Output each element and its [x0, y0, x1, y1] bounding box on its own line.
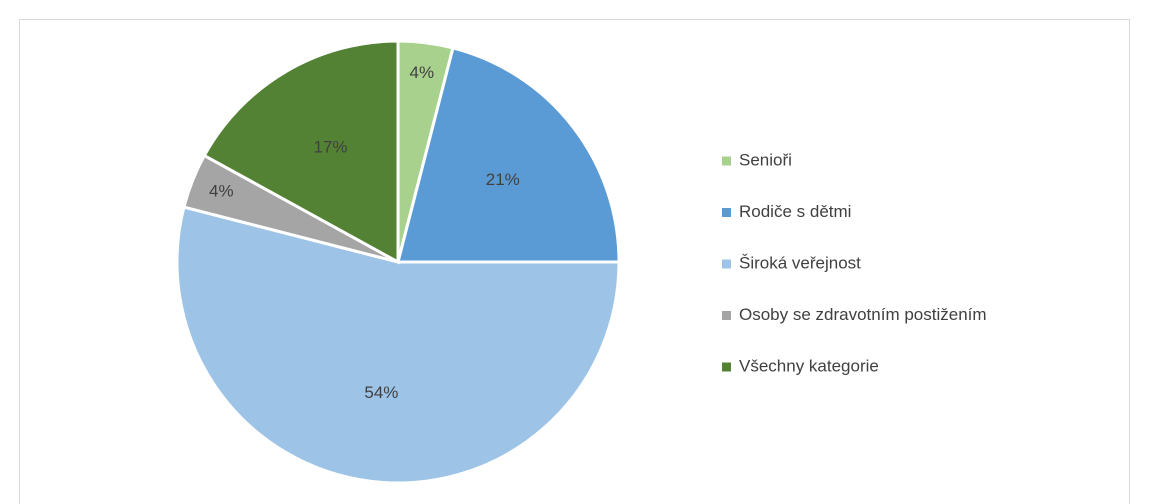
- legend-swatch: [722, 362, 731, 372]
- pie-slice: [202, 39, 400, 265]
- legend-label: Rodiče s dětmi: [739, 202, 851, 221]
- legend-label: Osoby se zdravotním postižením: [739, 305, 987, 324]
- data-label: 54%: [364, 383, 398, 402]
- pie-slice: [396, 46, 621, 264]
- legend-swatch: [722, 311, 731, 320]
- legend-swatch: [722, 259, 731, 269]
- chart-border: [19, 19, 1130, 504]
- legend-swatch: [722, 156, 731, 166]
- legend-label: Všechny kategorie: [739, 356, 879, 375]
- legend-swatch: [722, 208, 731, 217]
- data-label: 4%: [410, 63, 435, 82]
- legend-label: Široká veřejnost: [739, 253, 861, 272]
- pie-slice: [175, 205, 621, 485]
- data-label: 4%: [209, 182, 234, 201]
- data-label: 21%: [486, 170, 520, 189]
- data-label: 17%: [313, 137, 347, 156]
- legend-label: Senioři: [739, 150, 792, 169]
